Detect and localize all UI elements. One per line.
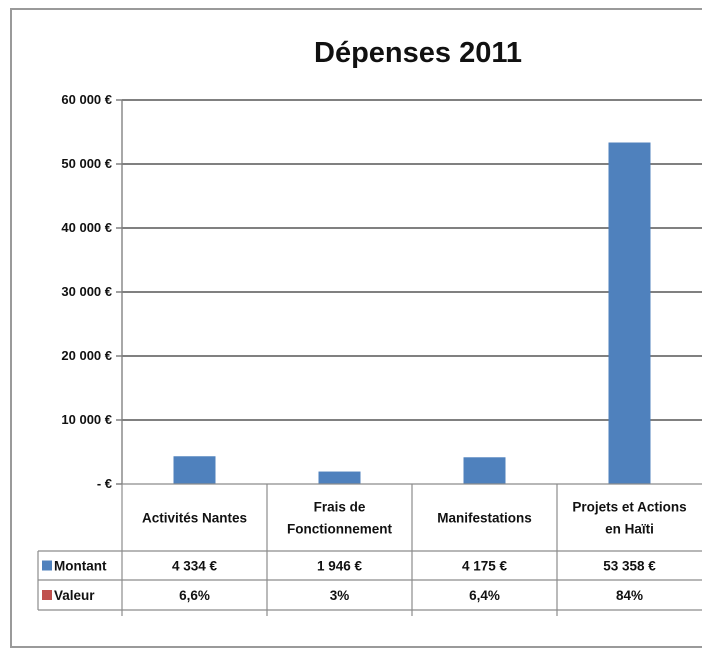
x-category-label: Projets et Actions bbox=[572, 500, 686, 515]
table-row-label: Montant bbox=[54, 559, 107, 574]
table-cell: 4 175 € bbox=[462, 559, 508, 574]
x-category-label: Frais de bbox=[314, 500, 366, 515]
chart-frame bbox=[10, 8, 702, 648]
bar bbox=[608, 142, 651, 485]
x-category-label: Activités Nantes bbox=[142, 511, 247, 526]
table-cell: 1 946 € bbox=[317, 559, 363, 574]
y-tick-label: 60 000 € bbox=[61, 92, 112, 107]
table-cell: 6,4% bbox=[469, 588, 500, 603]
y-tick-label: 10 000 € bbox=[61, 412, 112, 427]
y-tick-label: 20 000 € bbox=[61, 348, 112, 363]
y-tick-label: 30 000 € bbox=[61, 284, 112, 299]
x-category-label: Manifestations bbox=[437, 511, 532, 526]
y-tick-label: 50 000 € bbox=[61, 156, 112, 171]
x-category-label: en Haïti bbox=[605, 522, 654, 537]
y-tick-label: - € bbox=[97, 476, 112, 491]
x-category-label: Fonctionnement bbox=[287, 522, 392, 537]
data-table: Activités Nantes Frais de Fonctionnement Ma… bbox=[37, 483, 702, 616]
table-cell: 53 358 € bbox=[603, 559, 656, 574]
bar bbox=[173, 456, 216, 484]
bar bbox=[463, 457, 506, 484]
y-axis-ticks: 60 000 € 50 000 € 40 000 € 30 000 € 20 000 €… bbox=[61, 92, 122, 491]
legend-key bbox=[42, 590, 52, 600]
bars bbox=[173, 142, 651, 485]
table-cell: 84% bbox=[616, 588, 643, 603]
table-cell: 4 334 € bbox=[172, 559, 218, 574]
chart-svg: Dépenses 2011 60 000 € 50 000 € 40 000 € 30… bbox=[37, 37, 702, 616]
bar bbox=[318, 471, 361, 484]
y-tick-label: 40 000 € bbox=[61, 220, 112, 235]
table-cell: 3% bbox=[330, 588, 350, 603]
table-cell: 6,6% bbox=[179, 588, 210, 603]
table-row-label: Valeur bbox=[54, 588, 95, 603]
chart-title: Dépenses 2011 bbox=[314, 37, 522, 69]
legend-key bbox=[42, 560, 52, 571]
